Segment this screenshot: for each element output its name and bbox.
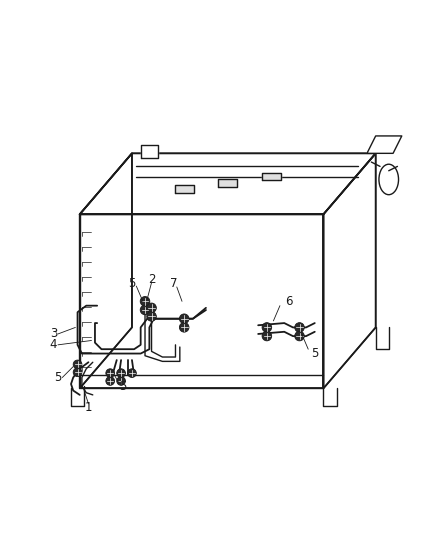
Circle shape	[147, 303, 156, 313]
Circle shape	[295, 322, 304, 332]
Circle shape	[117, 369, 125, 377]
Text: 4: 4	[50, 338, 57, 351]
Circle shape	[180, 314, 189, 324]
Text: 5: 5	[120, 379, 127, 393]
Circle shape	[127, 369, 136, 377]
Circle shape	[262, 332, 272, 341]
Text: 2: 2	[148, 273, 155, 286]
Polygon shape	[80, 214, 323, 389]
Circle shape	[106, 369, 115, 377]
Polygon shape	[175, 185, 194, 193]
Polygon shape	[141, 144, 158, 158]
Circle shape	[117, 377, 125, 385]
Circle shape	[140, 305, 150, 314]
Circle shape	[147, 312, 156, 321]
Text: 7: 7	[170, 277, 177, 290]
Circle shape	[262, 322, 272, 332]
Circle shape	[140, 296, 150, 306]
Text: 6: 6	[285, 295, 293, 308]
Ellipse shape	[379, 164, 399, 195]
Polygon shape	[80, 154, 132, 389]
Text: 5: 5	[54, 371, 62, 384]
Text: 5: 5	[128, 277, 136, 290]
Polygon shape	[80, 154, 376, 214]
Polygon shape	[261, 173, 281, 180]
Circle shape	[295, 332, 304, 341]
Polygon shape	[218, 179, 237, 187]
Text: 5: 5	[311, 347, 318, 360]
Circle shape	[73, 360, 82, 369]
Polygon shape	[323, 154, 376, 389]
Circle shape	[180, 322, 189, 332]
Circle shape	[106, 377, 115, 385]
Text: 1: 1	[85, 401, 92, 415]
Circle shape	[73, 368, 82, 377]
Polygon shape	[367, 136, 402, 154]
Text: 3: 3	[50, 327, 57, 341]
